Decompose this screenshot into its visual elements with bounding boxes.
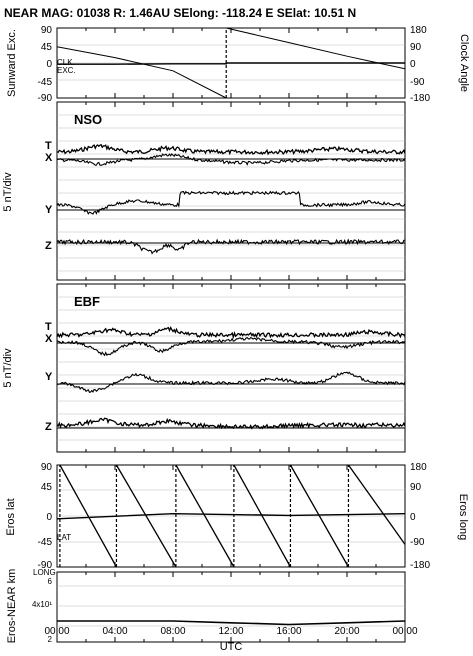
eros-left-tick-4: -90 — [38, 560, 53, 571]
nso-y-label: Y — [45, 204, 53, 216]
sunward-right-tick-0: 180 — [410, 25, 427, 36]
lat-series-label: LAT — [57, 533, 71, 542]
distance-y-axis-label: Eros-NEAR km — [6, 569, 18, 644]
sunward-left-axis-label: Sunward Exc. — [6, 29, 18, 97]
nso-y-trace — [56, 190, 406, 215]
ebf-panel-title: EBF — [74, 294, 100, 309]
figure-title: NEAR MAG: 01038 R: 1.46AU SElong: -118.2… — [4, 6, 356, 20]
sunward-excursion-line — [57, 62, 405, 65]
panel-gridlines — [56, 28, 406, 642]
x-tick-5: 20:00 — [334, 626, 359, 637]
sunward-right-tick-3: -90 — [410, 77, 425, 88]
distance-tick-2: 2 — [48, 635, 53, 644]
x-tick-3: 12:00 — [218, 626, 243, 637]
sunward-left-ticks: 90 45 0 -45 -90 — [38, 25, 53, 104]
ebf-series — [56, 326, 406, 430]
sunward-left-tick-1: 45 — [41, 42, 53, 53]
eros-long-segment — [289, 464, 350, 568]
nso-y-axis-label: 5 nT/div — [2, 172, 14, 212]
eros-lat-line — [56, 512, 406, 520]
x-tick-6: 00:00 — [392, 626, 417, 637]
eros-long-segment — [59, 464, 118, 568]
eros-left-tick-2: 0 — [46, 512, 52, 523]
nso-z-trace — [56, 238, 406, 255]
distance-tick-1: 4x10¹ — [32, 600, 52, 609]
eros-right-tick-1: 90 — [410, 482, 422, 493]
ebf-y-trace — [56, 371, 406, 393]
ebf-x-trace — [56, 336, 406, 357]
x-tick-labels: 00:00 04:00 08:00 12:00 16:00 20:00 00:0… — [44, 626, 417, 637]
clock-angle-line-1 — [56, 46, 227, 99]
sunward-left-tick-3: -45 — [38, 77, 53, 88]
x-axis-label: UTC — [220, 641, 243, 653]
exc-series-label: EXC. — [57, 66, 76, 75]
eros-long-segment — [175, 464, 235, 568]
sunward-right-tick-4: -180 — [410, 93, 430, 104]
sunward-left-tick-2: 0 — [46, 59, 52, 70]
ebf-t-label: T — [45, 321, 52, 333]
eros-right-axis-label: Eros long — [457, 494, 469, 540]
distance-tick-0: 6 — [48, 577, 53, 586]
distance-series — [57, 620, 406, 626]
sunward-right-axis-label: Clock Angle — [458, 34, 470, 92]
eros-right-tick-2: 0 — [410, 512, 416, 523]
ebf-z-trace — [56, 417, 406, 430]
nso-panel-frame — [56, 101, 406, 281]
ebf-x-label: X — [45, 333, 53, 345]
eros-left-ticks: 90 45 0 -45 -90 — [38, 462, 53, 571]
nso-series — [56, 143, 406, 255]
eros-left-tick-3: -45 — [38, 537, 53, 548]
eros-series — [56, 464, 406, 568]
ebf-z-label: Z — [45, 421, 52, 433]
clk-series-label: CLK. — [57, 58, 75, 67]
sunward-right-tick-2: 0 — [410, 59, 416, 70]
eros-left-axis-label: Eros lat — [5, 498, 17, 535]
nso-x-label: X — [45, 152, 53, 164]
sunward-series — [56, 27, 406, 99]
long-series-label: LONG — [33, 568, 56, 577]
x-tick-0: 00:00 — [44, 626, 69, 637]
nso-t-label: T — [45, 140, 52, 152]
eros-long-segment — [115, 464, 177, 568]
ebf-y-label: Y — [45, 371, 53, 383]
eros-right-tick-0: 180 — [410, 462, 427, 473]
eros-right-tick-3: -90 — [410, 537, 425, 548]
eros-left-tick-0: 90 — [41, 462, 53, 473]
ebf-t-trace — [56, 326, 406, 340]
sunward-right-ticks: 180 90 0 -90 -180 — [410, 25, 430, 104]
x-tick-4: 16:00 — [276, 626, 301, 637]
eros-right-ticks: 180 90 0 -90 -180 — [410, 462, 430, 571]
eros-right-tick-4: -180 — [410, 560, 430, 571]
sunward-right-tick-1: 90 — [410, 42, 422, 53]
sunward-left-tick-4: -90 — [38, 93, 53, 104]
sunward-left-tick-0: 90 — [41, 25, 53, 36]
ebf-y-axis-label: 5 nT/div — [2, 348, 14, 388]
distance-line — [57, 620, 406, 626]
nso-panel-title: NSO — [74, 112, 102, 127]
nso-t-trace — [56, 143, 406, 156]
eros-left-tick-1: 45 — [41, 482, 53, 493]
nso-z-label: Z — [45, 240, 52, 252]
eros-long-segment — [347, 464, 406, 545]
x-tick-1: 04:00 — [102, 626, 127, 637]
x-tick-2: 08:00 — [160, 626, 185, 637]
nso-x-trace — [56, 153, 406, 166]
eros-long-segment — [233, 464, 292, 568]
